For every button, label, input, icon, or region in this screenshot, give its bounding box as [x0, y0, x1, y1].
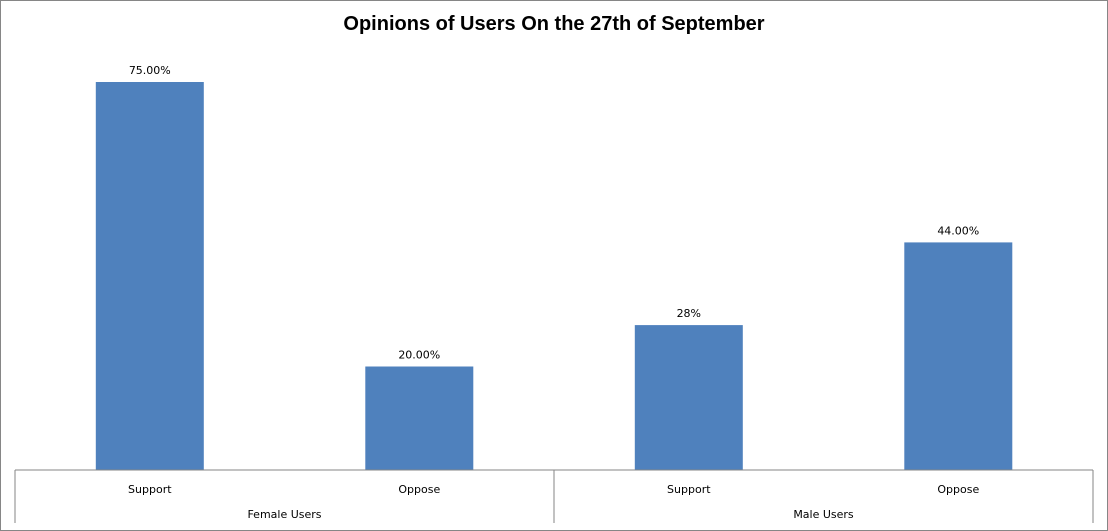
bar-1 — [95, 82, 204, 470]
data-label-4: 44.00% — [937, 224, 979, 237]
category-label-3: Support — [667, 483, 711, 496]
category-axis: Support Oppose Support Oppose Female Users Ma… — [14, 469, 1094, 523]
chart-title: Opinions of Users On the 27th of Septemb… — [343, 13, 765, 35]
category-label-4: Oppose — [937, 483, 979, 496]
bar-4 — [904, 242, 1013, 470]
bar-3 — [634, 325, 743, 470]
data-label-3: 28% — [677, 307, 701, 320]
data-label-1: 75.00% — [129, 64, 171, 77]
data-label-2: 20.00% — [398, 349, 440, 362]
category-label-1: Support — [128, 483, 172, 496]
bars-layer — [95, 82, 1013, 470]
group-label-1: Female Users — [247, 508, 321, 521]
category-label-2: Oppose — [398, 483, 440, 496]
group-label-2: Male Users — [793, 508, 854, 521]
data-labels-layer: 75.00% 20.00% 28% 44.00% — [129, 64, 979, 362]
bar-2 — [365, 366, 474, 470]
